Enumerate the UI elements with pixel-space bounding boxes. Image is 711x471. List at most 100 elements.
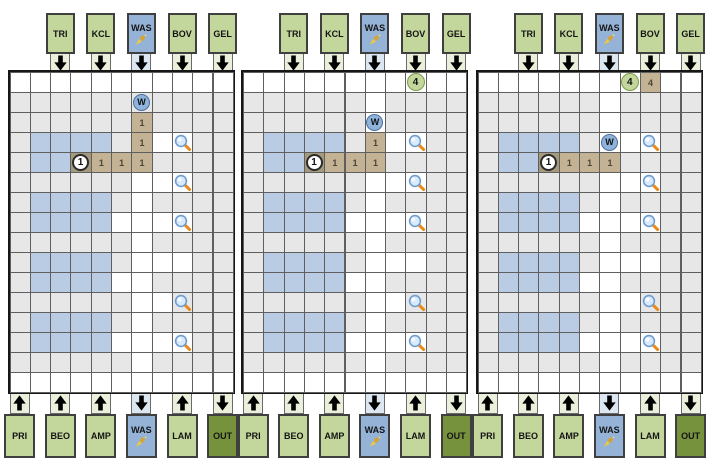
bottom-port-beo[interactable]: BEO — [512, 414, 544, 458]
grid-cell — [111, 92, 133, 113]
bottom-port-pri[interactable]: PRI — [4, 414, 36, 458]
top-port-gel[interactable]: GEL — [208, 13, 238, 54]
magnifier-cell[interactable] — [407, 133, 427, 153]
number-disc-token[interactable]: 1 — [72, 153, 90, 171]
seed-token[interactable]: 4 — [620, 73, 639, 91]
top-port-gel[interactable]: GEL — [676, 13, 706, 54]
magnifier-cell[interactable] — [407, 213, 427, 233]
magnifier-cell[interactable] — [173, 173, 193, 193]
trail-cell: 1 — [90, 152, 112, 173]
bottom-port-was[interactable]: WAS — [125, 414, 157, 458]
bottom-port-pri[interactable]: PRI — [472, 414, 504, 458]
grid-cell — [131, 172, 153, 193]
seed-token[interactable]: 4 — [406, 73, 425, 91]
top-port-bov[interactable]: BOV — [167, 13, 197, 54]
grid-cell — [111, 132, 133, 153]
grid-cell — [680, 92, 702, 113]
bottom-port-amp[interactable]: AMP — [318, 414, 350, 458]
grid-cell — [9, 172, 31, 193]
bottom-port-beo[interactable]: BEO — [44, 414, 76, 458]
number-disc-token[interactable]: 1 — [305, 153, 323, 171]
grid-cell — [579, 112, 601, 133]
grid-cell — [497, 212, 520, 233]
bottom-port-out[interactable]: OUT — [440, 414, 472, 458]
bottom-port-lam[interactable]: LAM — [166, 414, 198, 458]
magnifier-cell[interactable] — [641, 213, 661, 233]
magnifier-cell[interactable] — [407, 293, 427, 313]
bottom-port-out[interactable]: OUT — [675, 414, 707, 458]
magnifier-cell[interactable] — [173, 213, 193, 233]
grid-cell — [70, 292, 92, 313]
magnifier-cell[interactable] — [641, 293, 661, 313]
magnifier-cell[interactable] — [407, 333, 427, 353]
top-port-kcl[interactable]: KCL — [319, 13, 349, 54]
top-port-kcl[interactable]: KCL — [86, 13, 116, 54]
grid-cell — [192, 352, 214, 373]
bottom-port-amp[interactable]: AMP — [85, 414, 117, 458]
bottom-port-was[interactable]: WAS — [359, 414, 391, 458]
bottom-port-was[interactable]: WAS — [593, 414, 625, 458]
magnifier-cell[interactable] — [173, 293, 193, 313]
grid-cell — [70, 372, 92, 393]
number-disc-token[interactable]: 1 — [540, 153, 558, 171]
worker-token[interactable]: W — [366, 113, 384, 131]
magnifier-cell[interactable] — [407, 173, 427, 193]
grid-cell — [263, 312, 285, 333]
arrow-down-icon — [94, 55, 108, 71]
grid-cell — [477, 332, 499, 353]
grid-cell — [151, 272, 173, 293]
grid-cell — [212, 132, 234, 153]
magnifier-cell[interactable] — [173, 133, 193, 153]
trail-cell: 1 — [131, 132, 153, 153]
bottom-port-pri[interactable]: PRI — [237, 414, 269, 458]
top-port-tri[interactable]: TRI — [279, 13, 309, 54]
grid-cell — [344, 272, 366, 293]
top-port-gel[interactable]: GEL — [441, 13, 471, 54]
grid-cell — [212, 192, 234, 213]
grid-cell — [29, 352, 52, 373]
grid-cell — [385, 332, 407, 353]
grid-cell — [303, 332, 326, 353]
worker-token[interactable]: W — [600, 133, 618, 151]
grid-cell — [9, 332, 31, 353]
bottom-port-stub-pri — [243, 392, 264, 414]
grid-cell — [29, 372, 52, 393]
top-port-tri[interactable]: TRI — [513, 13, 543, 54]
magnifier-cell[interactable] — [641, 333, 661, 353]
top-port-was[interactable]: WAS — [360, 13, 390, 54]
grid-cell — [497, 352, 520, 373]
grid-cell — [660, 192, 682, 213]
top-port-kcl[interactable]: KCL — [554, 13, 584, 54]
grid-cell — [518, 72, 540, 93]
bottom-port-amp[interactable]: AMP — [553, 414, 585, 458]
worker-token[interactable]: W — [132, 93, 150, 111]
grid-cell — [497, 292, 520, 313]
top-port-was[interactable]: WAS — [126, 13, 156, 54]
grid-cell — [518, 372, 540, 393]
top-port-bov[interactable]: BOV — [401, 13, 431, 54]
top-port-was[interactable]: WAS — [594, 13, 624, 54]
grid-cell — [171, 372, 194, 393]
grid-cell — [579, 272, 601, 293]
grid-cell — [344, 372, 366, 393]
grid-cell — [405, 232, 427, 253]
magnifier-cell[interactable] — [173, 333, 193, 353]
bottom-port-lam[interactable]: LAM — [400, 414, 432, 458]
grid-cell — [303, 92, 326, 113]
grid-cell — [70, 92, 92, 113]
grid-cell — [263, 152, 285, 173]
top-port-bov[interactable]: BOV — [635, 13, 665, 54]
grid-cell — [50, 172, 72, 193]
arrow-down-icon — [175, 55, 189, 71]
brush-icon — [136, 436, 147, 447]
grid-cell — [599, 352, 621, 373]
bottom-port-lam[interactable]: LAM — [634, 414, 666, 458]
magnifier-cell[interactable] — [641, 133, 661, 153]
magnifier-cell[interactable] — [641, 173, 661, 193]
top-port-tri[interactable]: TRI — [45, 13, 75, 54]
grid-cell — [477, 312, 499, 333]
bottom-port-out[interactable]: OUT — [207, 414, 239, 458]
grid-cell — [9, 232, 31, 253]
bottom-port-beo[interactable]: BEO — [278, 414, 310, 458]
